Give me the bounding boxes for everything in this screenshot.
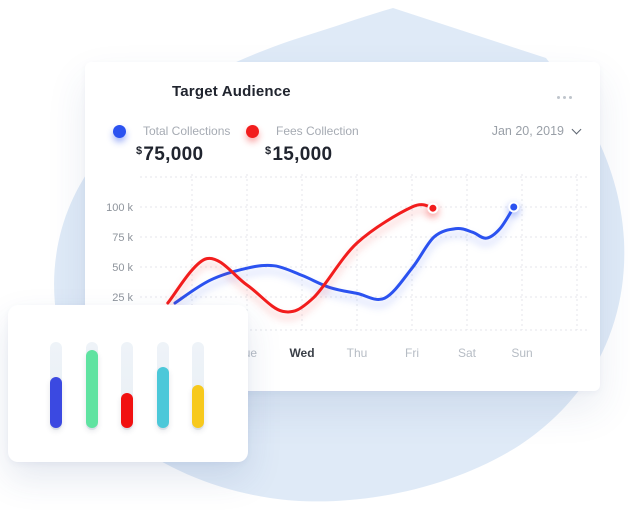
bar-fill [121, 393, 133, 428]
x-axis-label: Sun [511, 346, 532, 360]
card-title: Target Audience [172, 83, 291, 100]
date-label: Jan 20, 2019 [491, 124, 564, 138]
series-end-dot [427, 202, 439, 214]
more-dot-icon [557, 96, 560, 99]
bar-fill [157, 367, 169, 428]
bar-track [121, 342, 133, 430]
more-dot-icon [569, 96, 572, 99]
blue-dot-icon [113, 124, 126, 138]
currency-symbol: $ [136, 145, 143, 157]
legend-label: Total Collections [143, 124, 231, 138]
more-options-button[interactable] [553, 92, 576, 103]
y-axis-label: 25 k [112, 292, 133, 304]
total-collections-value: $75,000 [136, 144, 204, 165]
bar-track [192, 342, 204, 430]
red-dot-icon [246, 124, 259, 138]
fees-collection-value: $15,000 [265, 144, 333, 165]
series-end-dot [508, 201, 520, 213]
legend-item-fees-collection[interactable]: Fees Collection [246, 124, 359, 138]
bar-track [157, 342, 169, 430]
legend-item-total-collections[interactable]: Total Collections [113, 124, 230, 138]
x-axis-label: Fri [405, 346, 419, 360]
series-line-fees-collection [166, 203, 435, 314]
y-axis-label: 75 k [112, 232, 133, 244]
bar-fill [192, 385, 204, 428]
bar-fill [50, 377, 62, 428]
y-axis-label: 100 k [106, 202, 133, 214]
y-axis-label: 50 k [112, 262, 133, 274]
more-dot-icon [563, 96, 566, 99]
bar-track [50, 342, 62, 430]
x-axis-label: Sat [458, 346, 477, 360]
x-axis-label: Wed [289, 346, 314, 360]
x-axis-label: Thu [347, 346, 368, 360]
currency-symbol: $ [265, 145, 272, 157]
series-line-total-collections [173, 205, 516, 305]
date-selector[interactable]: Jan 20, 2019 [491, 124, 582, 138]
legend-label: Fees Collection [276, 124, 359, 138]
mini-bar-chart-card [8, 305, 248, 462]
bar-fill [86, 350, 98, 428]
bar-track [86, 342, 98, 430]
